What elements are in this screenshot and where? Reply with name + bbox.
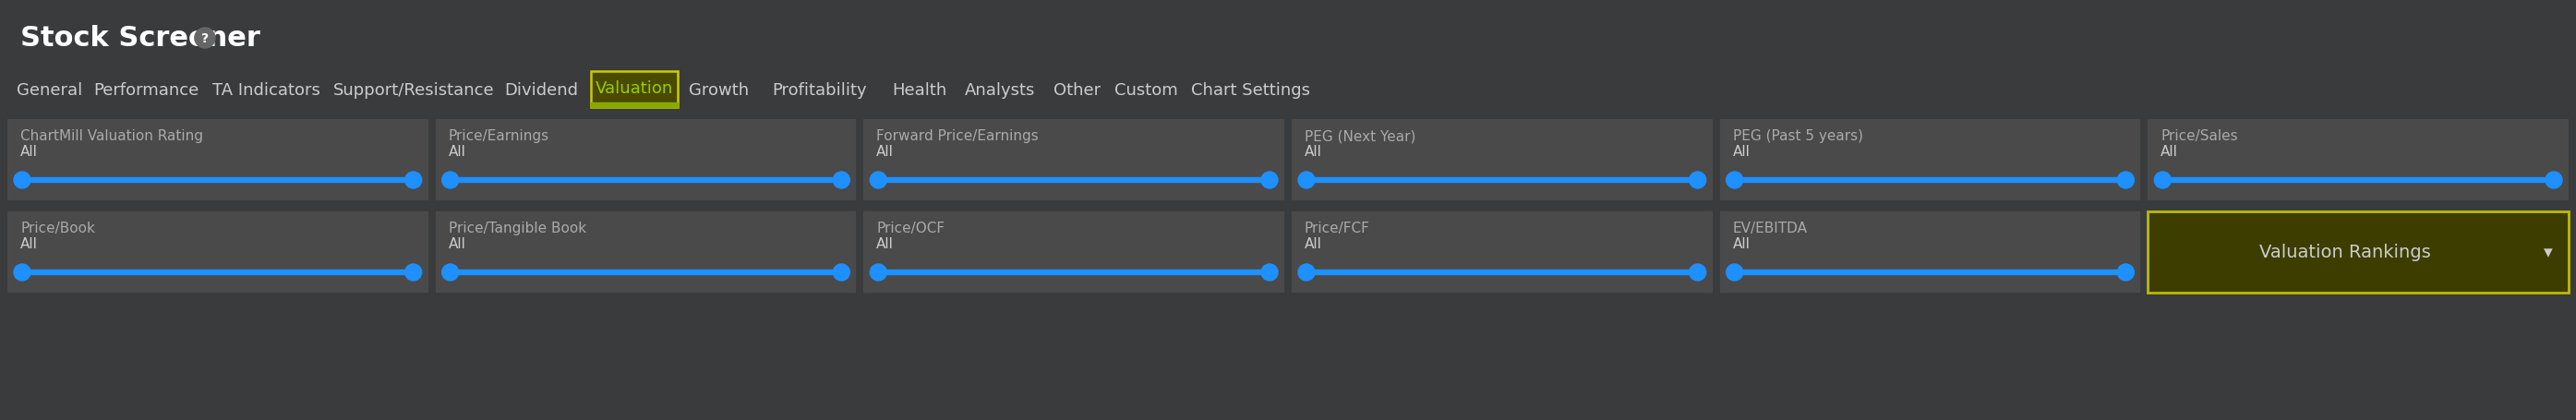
Text: All: All	[876, 145, 894, 159]
Text: Stock Screener: Stock Screener	[21, 25, 260, 52]
Text: All: All	[1303, 145, 1321, 159]
Circle shape	[1298, 264, 1314, 281]
Circle shape	[2117, 264, 2133, 281]
Text: All: All	[876, 237, 894, 251]
Circle shape	[404, 172, 422, 189]
Text: Price/Book: Price/Book	[21, 221, 95, 235]
Circle shape	[871, 172, 886, 189]
Bar	[1721, 120, 2141, 201]
Text: All: All	[2161, 145, 2179, 159]
Circle shape	[13, 264, 31, 281]
Circle shape	[443, 172, 459, 189]
Circle shape	[832, 264, 850, 281]
Circle shape	[196, 29, 214, 49]
Text: Custom: Custom	[1115, 82, 1177, 99]
Circle shape	[832, 172, 850, 189]
Bar	[1306, 270, 1698, 275]
Text: ChartMill Valuation Rating: ChartMill Valuation Rating	[21, 129, 204, 143]
Bar	[1306, 178, 1698, 182]
Text: Support/Resistance: Support/Resistance	[332, 82, 495, 99]
Text: Valuation Rankings: Valuation Rankings	[2259, 244, 2432, 261]
Text: Dividend: Dividend	[505, 82, 580, 99]
Text: EV/EBITDA: EV/EBITDA	[1734, 221, 1808, 235]
Text: All: All	[448, 237, 466, 251]
FancyBboxPatch shape	[590, 72, 677, 108]
Text: Valuation: Valuation	[595, 80, 672, 97]
Circle shape	[1726, 264, 1744, 281]
Text: All: All	[21, 237, 39, 251]
FancyBboxPatch shape	[2148, 212, 2568, 293]
Text: ▾: ▾	[2545, 244, 2553, 261]
Text: Price/Earnings: Price/Earnings	[448, 129, 549, 143]
Text: Growth: Growth	[688, 82, 750, 99]
Text: Chart Settings: Chart Settings	[1190, 82, 1311, 99]
Text: Price/Sales: Price/Sales	[2161, 129, 2239, 143]
Text: All: All	[1734, 145, 1749, 159]
Bar	[1291, 120, 1713, 201]
Text: All: All	[21, 145, 39, 159]
Text: Forward Price/Earnings: Forward Price/Earnings	[876, 129, 1038, 143]
Circle shape	[871, 264, 886, 281]
Circle shape	[2117, 172, 2133, 189]
Circle shape	[2545, 172, 2563, 189]
Bar	[863, 212, 1285, 293]
Bar	[1721, 212, 2141, 293]
Bar	[23, 178, 412, 182]
Bar	[878, 178, 1270, 182]
Text: Other: Other	[1054, 82, 1100, 99]
Text: Performance: Performance	[93, 82, 198, 99]
Bar	[8, 212, 428, 293]
Text: PEG (Past 5 years): PEG (Past 5 years)	[1734, 129, 1862, 143]
Text: Price/FCF: Price/FCF	[1303, 221, 1370, 235]
Text: TA Indicators: TA Indicators	[211, 82, 319, 99]
Bar	[1291, 212, 1713, 293]
Circle shape	[1262, 172, 1278, 189]
Bar	[590, 103, 677, 108]
Text: PEG (Next Year): PEG (Next Year)	[1303, 129, 1417, 143]
Text: All: All	[448, 145, 466, 159]
Bar	[435, 120, 855, 201]
Text: All: All	[1303, 237, 1321, 251]
Bar	[878, 270, 1270, 275]
Bar	[1734, 270, 2125, 275]
Bar	[451, 178, 842, 182]
Bar	[435, 212, 855, 293]
Circle shape	[1690, 264, 1705, 281]
Bar	[23, 270, 412, 275]
Bar	[2164, 178, 2553, 182]
Text: Price/Tangible Book: Price/Tangible Book	[448, 221, 587, 235]
Circle shape	[1726, 172, 1744, 189]
Text: Price/OCF: Price/OCF	[876, 221, 945, 235]
Text: Profitability: Profitability	[773, 82, 866, 99]
Text: ?: ?	[201, 32, 209, 45]
Bar	[8, 120, 428, 201]
Circle shape	[443, 264, 459, 281]
Circle shape	[1298, 172, 1314, 189]
Circle shape	[404, 264, 422, 281]
Bar	[451, 270, 842, 275]
Circle shape	[1262, 264, 1278, 281]
Circle shape	[13, 172, 31, 189]
Text: Health: Health	[891, 82, 948, 99]
Circle shape	[1690, 172, 1705, 189]
Circle shape	[2154, 172, 2172, 189]
Text: All: All	[1734, 237, 1749, 251]
Bar	[2148, 120, 2568, 201]
Bar	[863, 120, 1285, 201]
Text: Analysts: Analysts	[966, 82, 1036, 99]
Text: General: General	[15, 82, 82, 99]
Bar	[1734, 178, 2125, 182]
